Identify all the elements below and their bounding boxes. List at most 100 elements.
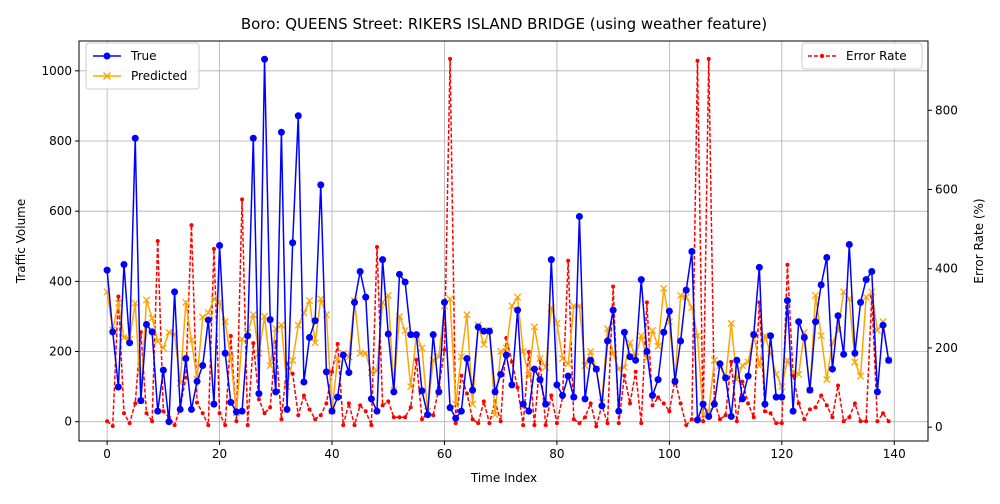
data-point — [362, 349, 370, 357]
data-point — [840, 350, 848, 358]
data-point — [448, 56, 453, 61]
data-point — [288, 356, 297, 364]
data-point — [497, 370, 505, 378]
data-point — [795, 318, 803, 326]
chart-title: Boro: QUEENS Street: RIKERS ISLAND BRIDG… — [241, 15, 767, 33]
data-point — [384, 330, 392, 338]
data-point — [817, 332, 825, 340]
data-point — [852, 401, 857, 406]
data-point — [159, 366, 167, 374]
data-point — [317, 181, 325, 189]
data-point — [266, 316, 274, 324]
data-point — [717, 417, 722, 422]
legend-right: Error Rate — [801, 42, 923, 70]
data-point — [307, 407, 312, 412]
data-point — [830, 415, 835, 420]
data-point — [828, 365, 836, 373]
data-point — [159, 344, 167, 352]
data-point — [738, 361, 747, 370]
data-point — [165, 328, 173, 336]
data-point — [481, 399, 486, 404]
data-point — [577, 421, 582, 426]
data-point — [783, 297, 791, 305]
data-point — [648, 326, 657, 335]
data-point — [272, 388, 280, 396]
data-point — [873, 388, 881, 396]
data-point — [628, 401, 633, 406]
data-point — [172, 423, 177, 428]
data-point — [255, 390, 263, 398]
data-point — [682, 286, 690, 294]
data-point — [791, 373, 796, 378]
data-point — [583, 415, 588, 420]
data-point — [464, 391, 469, 396]
data-point — [564, 372, 572, 380]
data-point — [228, 334, 233, 339]
data-point — [750, 331, 758, 339]
data-point — [397, 415, 402, 420]
data-point — [802, 417, 807, 422]
data-point — [446, 404, 454, 412]
data-point — [431, 413, 436, 418]
data-point — [300, 378, 308, 386]
data-point — [328, 407, 336, 415]
data-point — [480, 340, 488, 349]
x-tick-label: 0 — [103, 447, 111, 461]
data-point — [513, 293, 522, 301]
data-point — [806, 386, 814, 394]
data-point — [819, 393, 824, 398]
data-point — [487, 421, 492, 426]
data-point — [515, 385, 520, 390]
data-point — [856, 372, 865, 380]
data-point — [165, 418, 173, 426]
data-point — [514, 306, 522, 314]
data-point — [446, 295, 454, 303]
data-point — [116, 294, 121, 299]
data-point — [575, 212, 583, 220]
data-point — [244, 332, 252, 340]
data-point — [774, 421, 779, 426]
data-point — [414, 357, 419, 362]
x-tick-label: 60 — [437, 447, 452, 461]
data-point — [176, 405, 184, 413]
data-point — [105, 419, 110, 424]
data-point — [676, 291, 685, 300]
data-point — [598, 402, 606, 410]
data-point — [335, 341, 340, 346]
data-point — [862, 276, 870, 284]
data-point — [380, 403, 385, 408]
data-point — [210, 295, 218, 303]
data-point — [330, 369, 335, 374]
data-point — [395, 270, 403, 278]
data-point — [789, 407, 797, 415]
data-point — [476, 421, 481, 426]
data-point — [525, 407, 533, 415]
y-tick-label: 1000 — [41, 64, 72, 78]
data-point — [474, 323, 482, 331]
data-point — [187, 405, 195, 413]
data-point — [633, 369, 638, 374]
data-point — [755, 263, 763, 271]
data-point — [622, 373, 627, 378]
y2-tick-label: 600 — [935, 183, 958, 197]
data-point — [211, 246, 216, 251]
data-point — [131, 299, 139, 307]
data-point — [277, 128, 285, 136]
data-point — [817, 281, 825, 289]
data-point — [812, 318, 820, 326]
data-point — [521, 423, 526, 428]
data-point — [322, 368, 330, 376]
data-point — [305, 296, 314, 305]
y2-axis-label: Error Rate (%) — [972, 198, 986, 283]
data-point — [530, 365, 538, 373]
data-point — [401, 278, 409, 286]
data-point — [311, 317, 319, 325]
data-point — [363, 409, 368, 414]
data-point — [296, 413, 301, 418]
data-point — [245, 423, 250, 428]
data-point — [677, 337, 685, 345]
data-point — [648, 391, 656, 399]
data-point — [238, 407, 246, 415]
data-point — [570, 393, 578, 401]
data-point — [519, 400, 527, 408]
